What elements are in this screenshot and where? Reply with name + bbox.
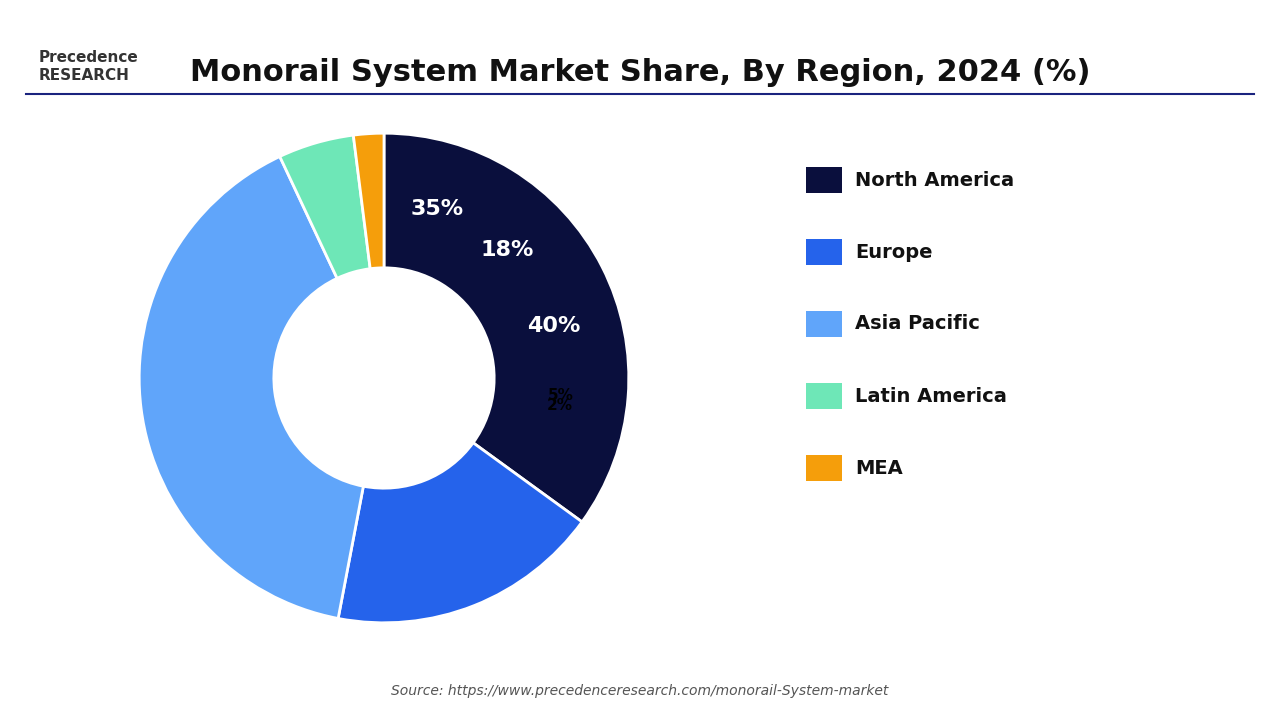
Text: Source: https://www.precedenceresearch.com/monorail-System-market: Source: https://www.precedenceresearch.c… (392, 685, 888, 698)
Text: Monorail System Market Share, By Region, 2024 (%): Monorail System Market Share, By Region,… (189, 58, 1091, 86)
Text: 5%: 5% (548, 387, 573, 402)
Text: MEA: MEA (855, 459, 902, 477)
Text: Asia Pacific: Asia Pacific (855, 315, 980, 333)
Wedge shape (338, 443, 582, 623)
Text: 35%: 35% (411, 199, 463, 219)
Wedge shape (280, 135, 370, 279)
Text: 40%: 40% (527, 316, 580, 336)
Wedge shape (384, 133, 628, 522)
Text: Europe: Europe (855, 243, 933, 261)
Wedge shape (140, 156, 364, 618)
Text: Precedence
RESEARCH: Precedence RESEARCH (38, 50, 138, 83)
Text: Latin America: Latin America (855, 387, 1007, 405)
Text: 18%: 18% (480, 240, 534, 261)
Wedge shape (353, 133, 384, 269)
Text: 2%: 2% (547, 398, 572, 413)
Text: North America: North America (855, 171, 1014, 189)
